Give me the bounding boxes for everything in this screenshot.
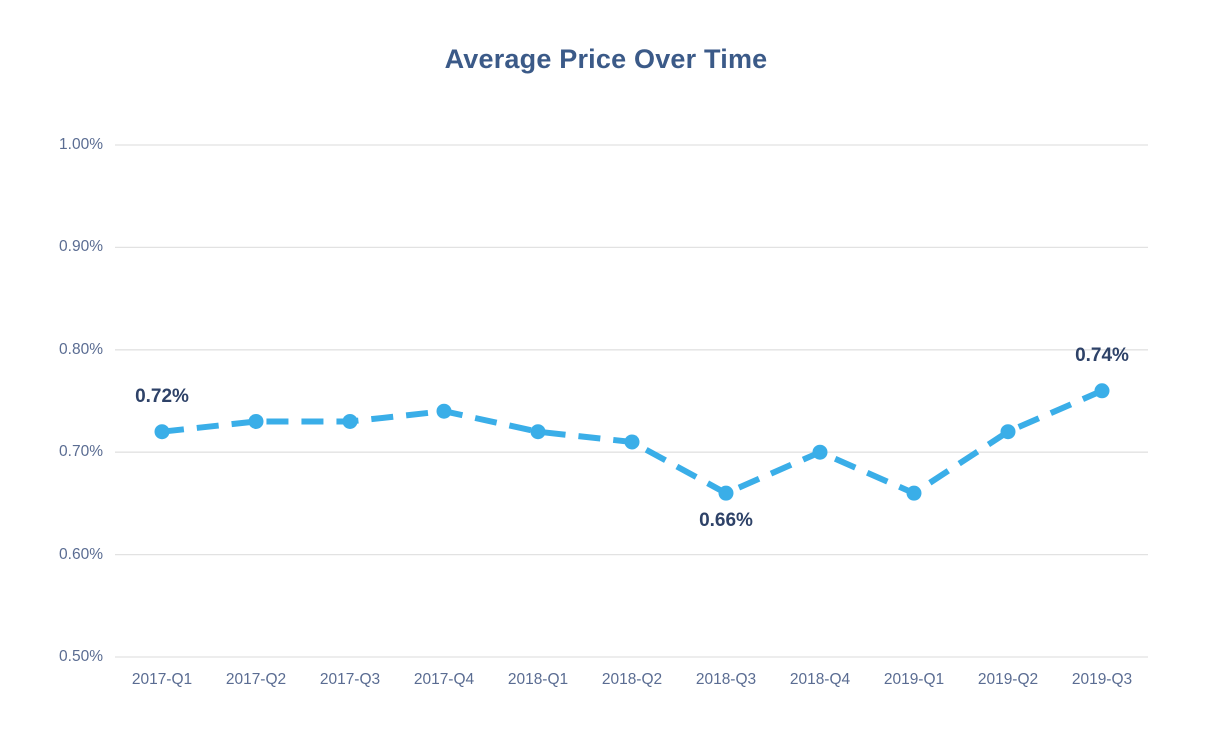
x-axis-tick-label: 2019-Q2 xyxy=(977,671,1039,688)
data-point-dot xyxy=(718,485,734,501)
data-point-dot xyxy=(624,434,640,450)
data-point-dot xyxy=(1000,424,1016,440)
y-axis-tick-label: 0.90% xyxy=(59,238,103,256)
x-axis-tick-label: 2018-Q1 xyxy=(507,671,569,688)
data-point-label: 0.66% xyxy=(699,510,753,532)
y-axis-tick-label: 0.80% xyxy=(59,340,103,358)
data-point-dot xyxy=(342,413,358,429)
x-axis-tick-label: 2017-Q1 xyxy=(131,671,193,688)
x-axis-tick-label: 2017-Q3 xyxy=(319,671,381,688)
x-axis-tick-label: 2017-Q4 xyxy=(413,671,475,688)
data-point-label: 0.74% xyxy=(1075,344,1129,366)
data-point-dot xyxy=(436,403,452,419)
y-axis-tick-label: 1.00% xyxy=(59,136,103,153)
data-point-dot xyxy=(154,424,170,440)
x-axis-tick-label: 2019-Q1 xyxy=(883,671,945,688)
data-point-dot xyxy=(248,413,264,429)
x-axis-tick-label: 2019-Q3 xyxy=(1071,671,1133,688)
chart-title: Average Price Over Time xyxy=(444,44,768,74)
data-point-dot xyxy=(1094,383,1110,399)
x-axis-tick-label: 2018-Q3 xyxy=(695,671,757,688)
y-axis-tick-label: 0.70% xyxy=(59,443,103,461)
y-axis-tick-label: 0.60% xyxy=(59,545,103,563)
x-axis-tick-label: 2017-Q2 xyxy=(225,671,287,688)
data-point-dot xyxy=(906,485,922,501)
x-axis-tick-label: 2018-Q2 xyxy=(601,671,663,688)
data-point-label: 0.72% xyxy=(135,385,189,407)
x-axis-tick-label: 2018-Q4 xyxy=(789,671,851,688)
y-axis-tick-label: 0.50% xyxy=(59,648,103,665)
data-point-dot xyxy=(812,444,828,460)
data-point-dot xyxy=(530,424,546,440)
